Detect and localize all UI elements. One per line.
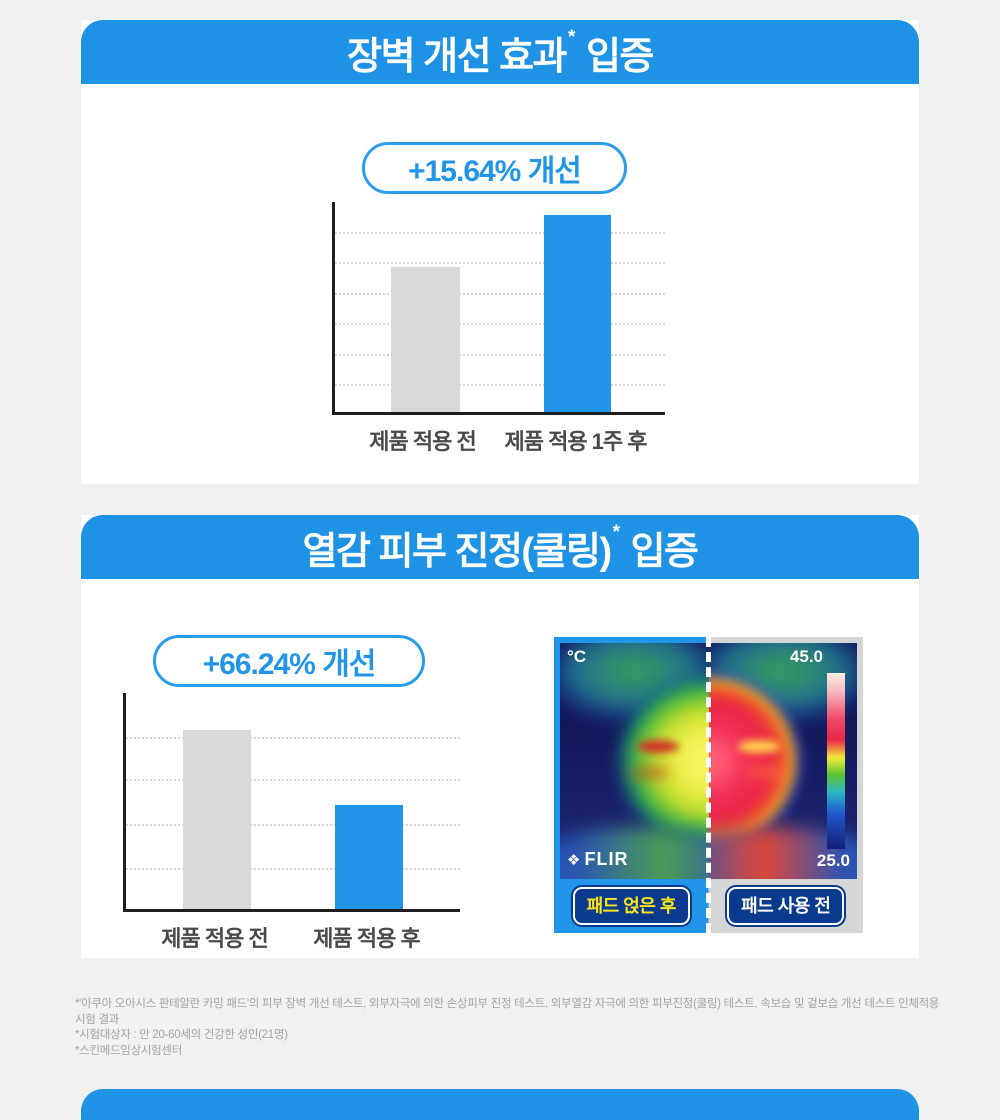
footnote-line-1: *'아쿠아 오아시스 판테알란 카밍 패드'의 피부 장벽 개선 테스트, 외부… — [75, 998, 940, 1026]
gridline — [335, 354, 665, 356]
bar-after — [544, 214, 611, 412]
caption-before-wrap: 패드 사용 전 — [709, 879, 864, 933]
barrier-title: 장벽 개선 효과 — [347, 35, 567, 78]
bar-before — [183, 729, 251, 909]
temperature-scale-bar — [827, 673, 845, 849]
footnotes: *'아쿠아 오아시스 판테알란 카밍 패드'의 피부 장벽 개선 테스트, 외부… — [75, 997, 945, 1059]
barrier-section-header: 장벽 개선 효과 * 입증 — [81, 20, 919, 84]
thermal-comparison-panel: °C 45.0 25.0 ❖ FLIR 패드 얹은 후 패드 사용 전 — [554, 637, 863, 933]
gridline — [335, 232, 665, 234]
barrier-xlabel-before: 제품 적용 전 — [369, 429, 476, 454]
barrier-title-asterisk: * — [568, 27, 575, 48]
cooling-section-card: 열감 피부 진정(쿨링) * 입증 +66.24% 개선 제품 적용 전 제품 적용… — [81, 515, 919, 958]
bar-before — [391, 267, 460, 412]
gridline — [126, 779, 460, 781]
thermal-caption-strip: 패드 얹은 후 패드 사용 전 — [554, 879, 863, 933]
flir-logo-text: FLIR — [584, 849, 629, 869]
bar-after — [335, 805, 403, 909]
gridline — [335, 262, 665, 264]
thermal-after-half — [560, 643, 709, 879]
cooling-xlabel-after: 제품 적용 후 — [313, 926, 420, 951]
pad-after-label: 패드 얹은 후 — [572, 887, 690, 925]
temperature-min-label: 25.0 — [816, 851, 850, 870]
flir-logo-icon: ❖ — [567, 851, 582, 869]
dashed-divider-line — [705, 637, 711, 933]
footnote-line-3: *스킨메드임상시험센터 — [75, 1044, 182, 1057]
gridline — [126, 868, 460, 870]
barrier-title-tail: 입증 — [585, 35, 654, 78]
thermal-eye-right — [737, 739, 780, 753]
cooling-section-header: 열감 피부 진정(쿨링) * 입증 — [81, 515, 919, 579]
caption-after-wrap: 패드 얹은 후 — [554, 879, 709, 933]
cooling-bar-chart — [123, 693, 460, 912]
temperature-unit-label: °C — [567, 647, 587, 666]
gridline — [126, 824, 460, 826]
flir-logo: ❖ FLIR — [567, 849, 628, 870]
temperature-max-label: 45.0 — [789, 647, 823, 666]
thermal-shoulders-left — [560, 827, 709, 879]
cooling-xlabel-before: 제품 적용 전 — [161, 926, 268, 951]
gridline — [335, 323, 665, 325]
barrier-improvement-badge: +15.64% 개선 — [362, 142, 627, 194]
cooling-improvement-badge: +66.24% 개선 — [153, 635, 425, 687]
pad-before-label: 패드 사용 전 — [727, 887, 845, 925]
gridline — [335, 384, 665, 386]
cooling-title: 열감 피부 진정(쿨링) — [302, 530, 613, 573]
cooling-title-tail: 입증 — [630, 530, 699, 573]
barrier-xlabel-after: 제품 적용 1주 후 — [504, 429, 647, 454]
footnote-line-2: *시험대상자 : 만 20-60세의 건강한 성인(21명) — [75, 1029, 288, 1041]
gridline — [335, 293, 665, 295]
thermal-eye-left — [637, 739, 680, 753]
thermal-image: °C 45.0 25.0 ❖ FLIR — [560, 643, 857, 879]
barrier-section-card: 장벽 개선 효과 * 입증 +15.64% 개선 제품 적용 전 제품 적용 1주 … — [81, 20, 919, 484]
cooling-title-asterisk: * — [612, 522, 620, 543]
next-section-header-partial — [81, 1089, 919, 1120]
barrier-bar-chart — [332, 202, 665, 415]
gridline — [126, 737, 460, 739]
